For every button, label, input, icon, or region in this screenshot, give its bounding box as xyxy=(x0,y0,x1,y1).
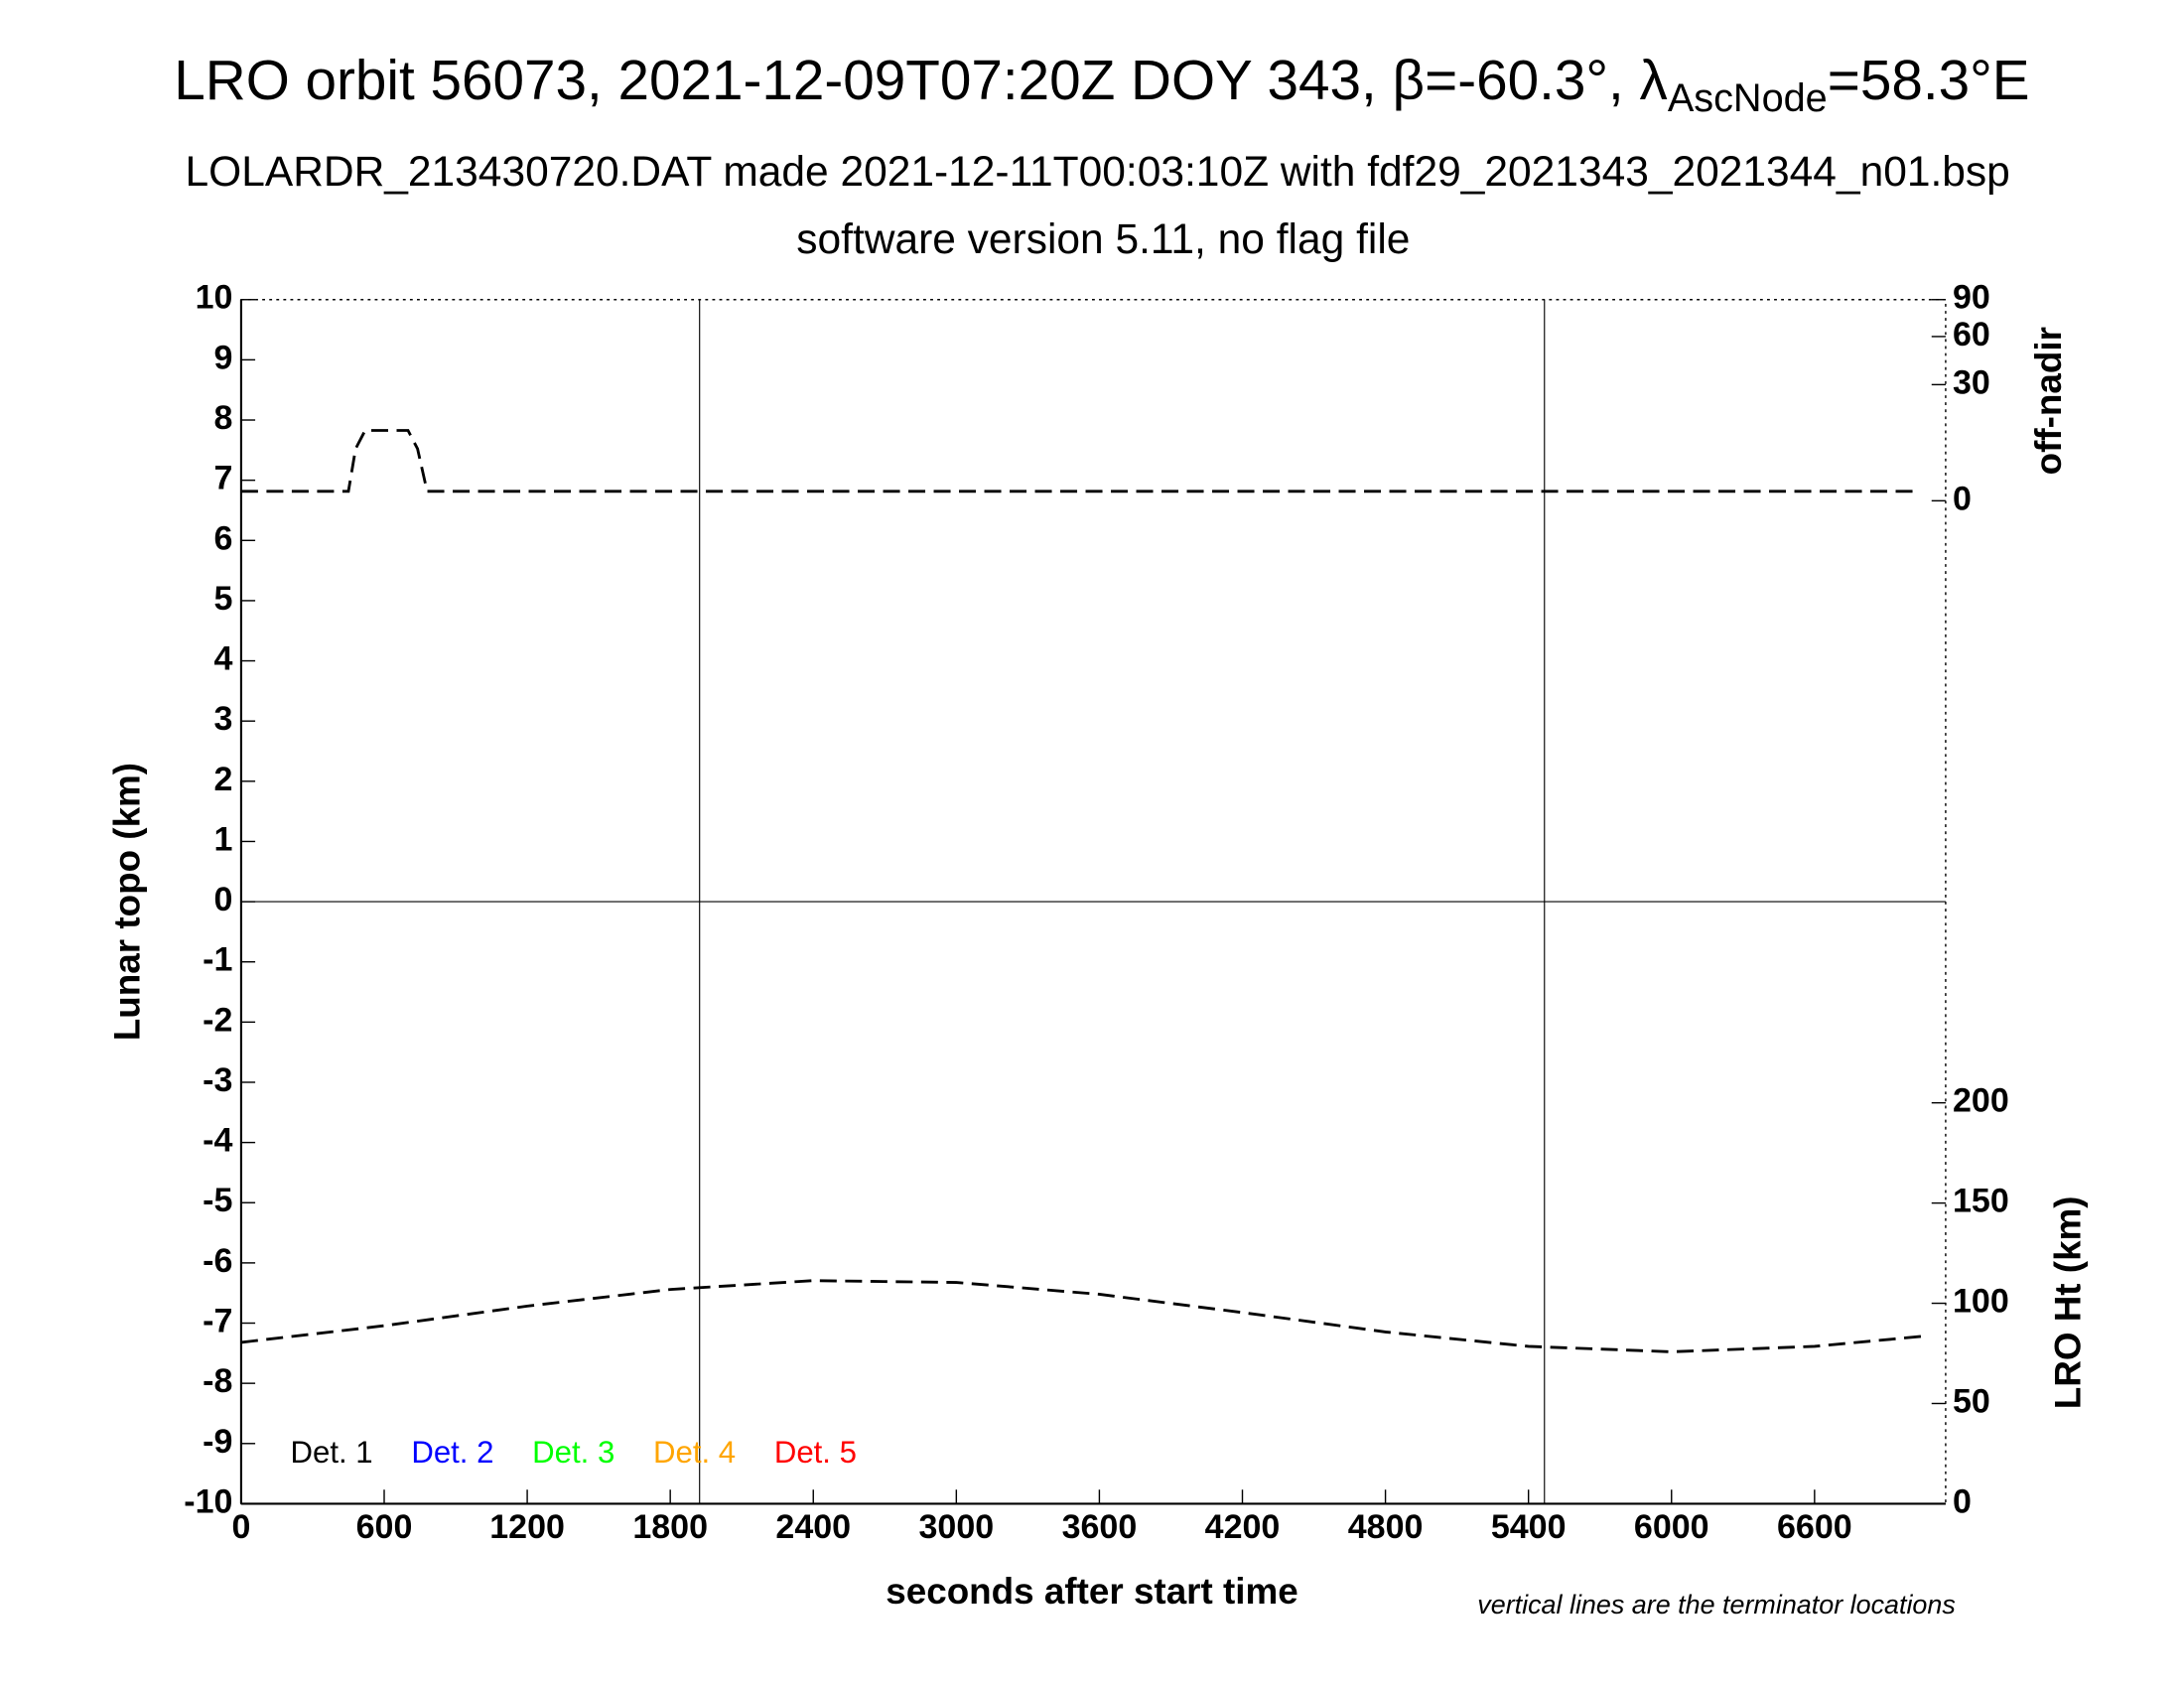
x-tick-label: 0 xyxy=(231,1508,250,1546)
x-tick-label: 1800 xyxy=(632,1508,708,1546)
y-tick-label: -9 xyxy=(203,1423,232,1461)
x-tick-label: 5400 xyxy=(1491,1508,1567,1546)
y-axis-label: Lunar topo (km) xyxy=(107,763,148,1041)
y-tick-label: -10 xyxy=(184,1482,232,1520)
y2-tick-label: 0 xyxy=(1953,480,1972,517)
y2-tick-label: 60 xyxy=(1953,316,1990,353)
y3-tick-label: 150 xyxy=(1953,1183,2009,1220)
y-tick-label: 8 xyxy=(213,399,232,437)
x-tick-label: 1200 xyxy=(489,1508,565,1546)
x-tick-label: 3600 xyxy=(1062,1508,1138,1546)
x-tick-label: 4800 xyxy=(1348,1508,1424,1546)
y-tick-label: 1 xyxy=(213,820,232,858)
y2-tick-label: 30 xyxy=(1953,363,1990,401)
legend-entry: Det. 5 xyxy=(774,1435,857,1470)
y-tick-label: 2 xyxy=(213,761,232,798)
legend-entry: Det. 3 xyxy=(532,1435,614,1470)
y2-tick-label: 90 xyxy=(1953,279,1990,317)
y-tick-label: 4 xyxy=(213,640,232,678)
subtitle: software version 5.11, no flag file xyxy=(796,216,1410,263)
y3-tick-label: 200 xyxy=(1953,1082,2009,1120)
y-tick-label: 3 xyxy=(213,700,232,738)
y-tick-label: -3 xyxy=(203,1061,232,1099)
y-tick-label: 10 xyxy=(196,279,233,317)
legend-entry: Det. 2 xyxy=(411,1435,493,1470)
y-tick-label: 0 xyxy=(213,881,232,918)
x-tick-label: 2400 xyxy=(775,1508,851,1546)
y-tick-label: -8 xyxy=(203,1362,232,1400)
y-tick-label: -1 xyxy=(203,941,232,979)
x-axis-label: seconds after start time xyxy=(886,1571,1298,1612)
y3-axis-label: LRO Ht (km) xyxy=(2048,1196,2089,1409)
annotation: vertical lines are the terminator locati… xyxy=(1477,1590,1956,1619)
legend-entry: Det. 4 xyxy=(653,1435,736,1470)
y-tick-label: -6 xyxy=(203,1242,232,1280)
subtitle: LOLARDR_213430720.DAT made 2021-12-11T00… xyxy=(186,149,2010,196)
data-line xyxy=(240,1279,1923,1353)
legend-entry: Det. 1 xyxy=(290,1435,372,1470)
y3-tick-label: 0 xyxy=(1953,1482,1972,1520)
chart-title: LRO orbit 56073, 2021-12-09T07:20Z DOY 3… xyxy=(174,50,2029,121)
y-tick-label: -7 xyxy=(203,1303,232,1340)
y-tick-label: -5 xyxy=(203,1182,232,1219)
y3-tick-label: 100 xyxy=(1953,1283,2009,1321)
y2-axis-label: off-nadir xyxy=(2028,327,2069,475)
x-tick-label: 4200 xyxy=(1205,1508,1281,1546)
x-tick-label: 3000 xyxy=(919,1508,995,1546)
data-line xyxy=(240,429,1920,493)
x-tick-label: 6600 xyxy=(1777,1508,1852,1546)
y-tick-label: 5 xyxy=(213,580,232,618)
x-tick-label: 6000 xyxy=(1634,1508,1709,1546)
y-tick-label: -2 xyxy=(203,1001,232,1039)
y-tick-label: 6 xyxy=(213,519,232,557)
y3-tick-label: 50 xyxy=(1953,1382,1990,1420)
y-tick-label: -4 xyxy=(203,1122,232,1160)
y-tick-label: 9 xyxy=(213,339,232,376)
x-tick-label: 600 xyxy=(356,1508,413,1546)
y-tick-label: 7 xyxy=(213,460,232,497)
